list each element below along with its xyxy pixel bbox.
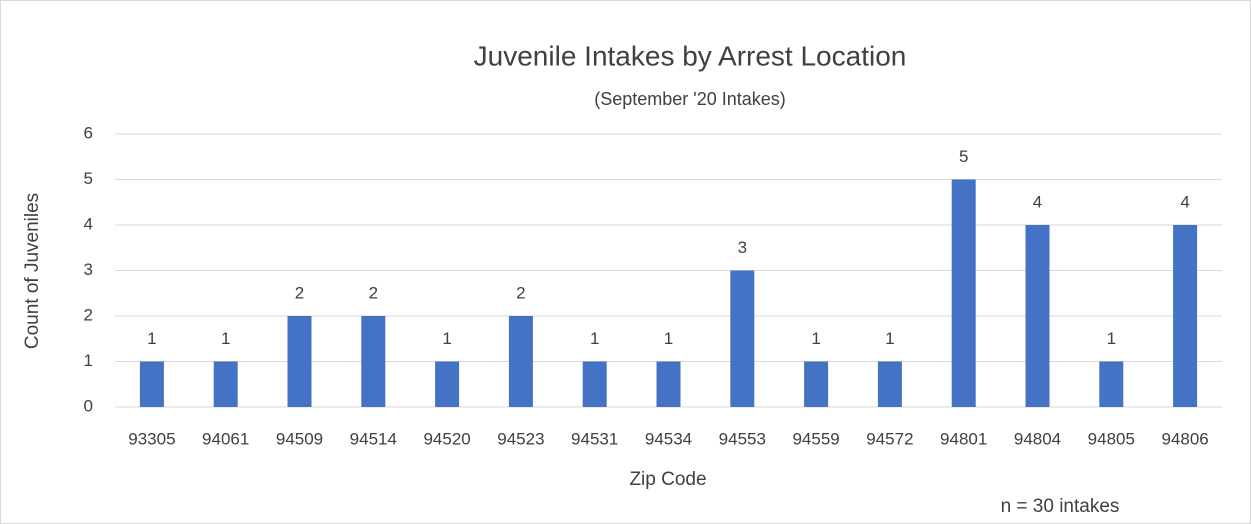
bar [1025,225,1050,407]
x-tick-label: 93305 [128,429,175,448]
bar [508,316,533,407]
x-tick-label: 94806 [1161,429,1208,448]
x-tick-label: 94514 [350,429,397,448]
data-label: 1 [147,329,156,348]
bar [582,361,607,407]
x-tick-label: 94520 [423,429,470,448]
chart-subtitle: (September '20 Intakes) [594,89,786,109]
bar [656,361,681,407]
x-tick-label: 94572 [866,429,913,448]
y-tick-label: 5 [84,169,93,188]
y-tick-label: 2 [84,305,93,324]
bar [877,361,902,407]
data-label: 1 [442,329,451,348]
y-tick-label: 1 [84,351,93,370]
bar [139,361,164,407]
data-label: 2 [369,283,378,302]
x-tick-label: 94559 [792,429,839,448]
data-label: 1 [811,329,820,348]
y-tick-label: 0 [84,396,93,415]
data-label: 1 [664,329,673,348]
bar [804,361,829,407]
data-label: 2 [516,283,525,302]
data-label: 3 [738,238,747,257]
data-label: 4 [1033,192,1042,211]
data-label: 1 [1107,329,1116,348]
x-tick-label: 94804 [1014,429,1061,448]
chart-title: Juvenile Intakes by Arrest Location [474,40,907,71]
bar [951,179,976,407]
x-tick-label: 94805 [1088,429,1135,448]
x-tick-label: 94509 [276,429,323,448]
bar [287,316,312,407]
x-axis-label: Zip Code [629,469,706,490]
bar [361,316,386,407]
y-axis-label: Count of Juveniles [22,193,43,349]
data-label: 2 [295,283,304,302]
data-label: 1 [885,329,894,348]
x-tick-label: 94553 [719,429,766,448]
y-tick-label: 3 [84,260,93,279]
bar [435,361,460,407]
annotation: n = 30 intakes [1001,496,1120,517]
data-label: 1 [221,329,230,348]
y-tick-label: 6 [84,123,93,142]
x-tick-label: 94534 [645,429,692,448]
bar [213,361,238,407]
x-tick-label: 94531 [571,429,618,448]
data-label: 5 [959,147,968,166]
bar [1173,225,1198,407]
y-tick-label: 4 [84,214,93,233]
bar [730,270,755,407]
x-tick-label: 94523 [497,429,544,448]
bar [1099,361,1124,407]
data-label: 1 [590,329,599,348]
x-tick-label: 94801 [940,429,987,448]
data-label: 4 [1180,192,1189,211]
x-tick-label: 94061 [202,429,249,448]
